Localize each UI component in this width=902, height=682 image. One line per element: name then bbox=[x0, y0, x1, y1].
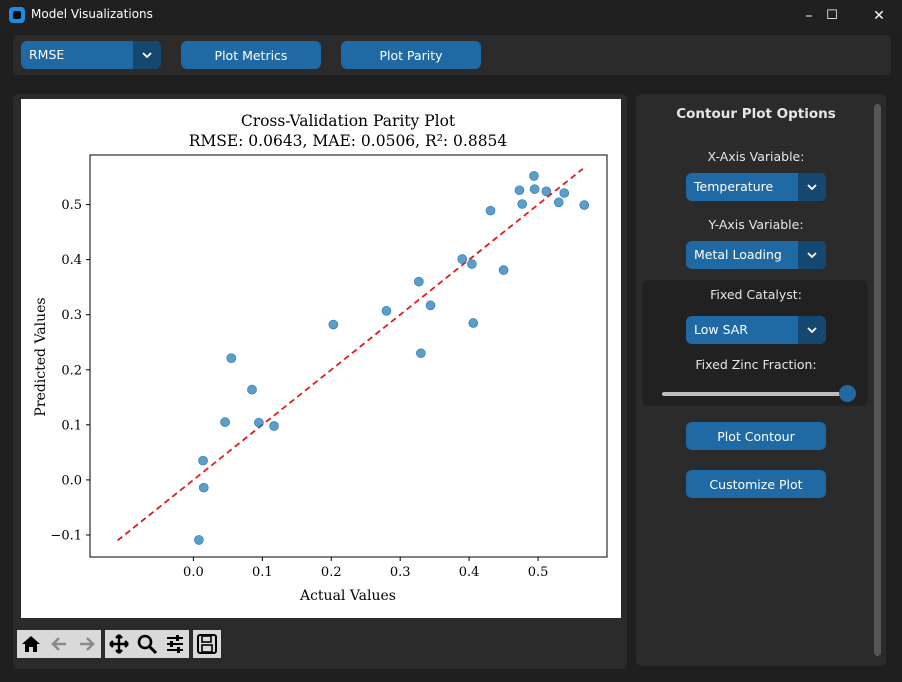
data-point bbox=[269, 421, 279, 431]
plot-toolbar bbox=[17, 630, 221, 660]
data-point bbox=[194, 535, 204, 545]
data-point bbox=[328, 319, 339, 330]
data-point bbox=[553, 197, 564, 208]
data-point bbox=[485, 205, 496, 216]
data-point bbox=[416, 348, 426, 359]
y-tick-label: 0.2 bbox=[61, 363, 82, 378]
chart-subtitle: RMSE: 0.0643, MAE: 0.0506, R²: 0.8854 bbox=[189, 132, 508, 150]
x-tick-label: 0.3 bbox=[390, 565, 411, 580]
contour-options-title: Contour Plot Options bbox=[676, 106, 836, 122]
zinc-fraction-slider[interactable] bbox=[662, 392, 850, 396]
back-icon[interactable] bbox=[45, 630, 73, 658]
plot-contour-button[interactable]: Plot Contour bbox=[686, 422, 826, 450]
data-point bbox=[467, 259, 477, 269]
y-tick-label: 0.3 bbox=[61, 308, 82, 323]
data-point bbox=[198, 482, 209, 493]
window-title: Model Visualizations bbox=[31, 7, 153, 21]
plot-axes-frame bbox=[89, 154, 608, 558]
x-axis-label: Actual Values bbox=[299, 588, 396, 604]
zoom-icon[interactable] bbox=[133, 630, 161, 658]
y-axis-label: Predicted Values bbox=[33, 297, 49, 416]
x-axis-variable-label: X-Axis Variable: bbox=[707, 149, 805, 164]
y-tick-label: 0.0 bbox=[61, 473, 82, 488]
minimize-button[interactable]: – bbox=[805, 7, 813, 24]
side-panel-scrollbar[interactable] bbox=[874, 104, 881, 656]
fixed-catalyst-select[interactable]: Low SAR bbox=[686, 316, 826, 344]
forward-icon[interactable] bbox=[73, 630, 101, 658]
pan-icon[interactable] bbox=[105, 630, 133, 658]
parity-reference-line bbox=[117, 168, 584, 542]
plot-parity-button[interactable]: Plot Parity bbox=[341, 41, 481, 69]
save-icon[interactable] bbox=[193, 630, 221, 658]
configure-icon[interactable] bbox=[161, 630, 189, 658]
customize-plot-button[interactable]: Customize Plot bbox=[686, 470, 826, 498]
data-point bbox=[529, 184, 540, 194]
y-axis-variable-select[interactable]: Metal Loading bbox=[686, 241, 826, 269]
maximize-button[interactable]: ☐ bbox=[826, 8, 838, 23]
parity-chart: Cross-Validation Parity Plot RMSE: 0.064… bbox=[33, 112, 608, 604]
title-bar: Model Visualizations – ☐ ✕ bbox=[0, 0, 902, 31]
data-point bbox=[517, 199, 528, 209]
data-point bbox=[414, 276, 424, 287]
chevron-down-icon[interactable] bbox=[133, 41, 161, 69]
metric-select[interactable]: RMSE bbox=[21, 41, 161, 69]
app-icon bbox=[9, 7, 25, 23]
data-point bbox=[514, 185, 525, 196]
data-point bbox=[247, 384, 257, 395]
x-axis-variable-select[interactable]: Temperature bbox=[686, 173, 826, 201]
data-point bbox=[579, 200, 590, 210]
data-point bbox=[254, 417, 264, 428]
zinc-fraction-slider-handle[interactable] bbox=[839, 385, 856, 402]
y-tick-label: 0.4 bbox=[61, 253, 82, 268]
x-tick-label: 0.0 bbox=[183, 565, 204, 580]
chevron-down-icon[interactable] bbox=[798, 241, 826, 269]
x-tick-label: 0.5 bbox=[528, 565, 549, 580]
fixed-catalyst-label: Fixed Catalyst: bbox=[710, 287, 802, 302]
contour-options-panel: Contour Plot Options X-Axis Variable: Te… bbox=[636, 94, 886, 666]
x-axis-variable-value: Temperature bbox=[694, 179, 774, 194]
x-tick-label: 0.1 bbox=[252, 565, 273, 580]
data-point bbox=[220, 417, 230, 427]
y-tick-label: 0.5 bbox=[61, 198, 82, 213]
fixed-zinc-fraction-label: Fixed Zinc Fraction: bbox=[695, 357, 817, 372]
close-button[interactable]: ✕ bbox=[873, 7, 885, 24]
data-point bbox=[381, 306, 392, 316]
x-tick-label: 0.2 bbox=[321, 565, 342, 580]
data-point bbox=[425, 300, 436, 311]
y-tick-label: −0.1 bbox=[50, 528, 82, 543]
chevron-down-icon[interactable] bbox=[798, 173, 826, 201]
data-point bbox=[541, 186, 552, 197]
chart-title: Cross-Validation Parity Plot bbox=[241, 112, 456, 130]
data-point bbox=[226, 353, 237, 364]
fixed-catalyst-value: Low SAR bbox=[694, 322, 748, 337]
data-point bbox=[468, 318, 479, 328]
home-icon[interactable] bbox=[17, 630, 45, 658]
data-point bbox=[498, 265, 509, 275]
data-point bbox=[198, 455, 208, 466]
data-point bbox=[529, 171, 539, 181]
data-point bbox=[457, 254, 468, 264]
y-axis-variable-label: Y-Axis Variable: bbox=[708, 217, 804, 232]
x-tick-label: 0.4 bbox=[459, 565, 480, 580]
y-axis-variable-value: Metal Loading bbox=[694, 247, 782, 262]
plot-canvas: Cross-Validation Parity Plot RMSE: 0.064… bbox=[21, 99, 621, 618]
metric-select-value: RMSE bbox=[29, 47, 65, 62]
chevron-down-icon[interactable] bbox=[798, 316, 826, 344]
plot-metrics-button[interactable]: Plot Metrics bbox=[181, 41, 321, 69]
data-point bbox=[559, 188, 570, 198]
y-tick-label: 0.1 bbox=[61, 418, 82, 433]
